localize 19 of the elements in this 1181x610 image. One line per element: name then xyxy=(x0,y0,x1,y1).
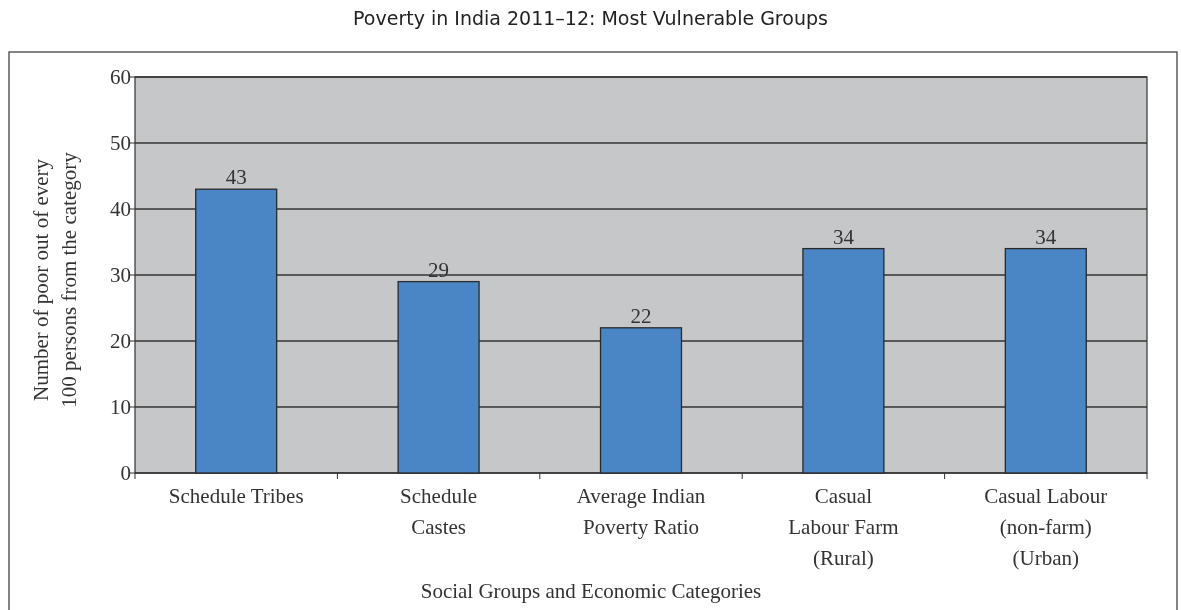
x-tick-label: Casual Labour (non-farm) (Urban) xyxy=(984,484,1108,570)
x-tick-label: Schedule Castes xyxy=(400,484,478,539)
x-tick-label: Schedule Tribes xyxy=(168,484,304,508)
data-label: 34 xyxy=(1035,224,1057,249)
x-tick-label: Casual Labour Farm (Rural) xyxy=(788,484,899,570)
y-tick-label: 40 xyxy=(110,197,131,222)
y-tick-label: 20 xyxy=(110,329,131,354)
x-axis-title: Social Groups and Economic Categories xyxy=(420,579,762,603)
data-label: 22 xyxy=(630,303,652,328)
data-label: 34 xyxy=(832,224,855,249)
y-axis-title: Number of poor out of every 100 persons from the category xyxy=(29,151,81,408)
y-tick-label: 30 xyxy=(110,263,131,288)
y-tick-label: 0 xyxy=(120,461,131,486)
y-tick-label: 60 xyxy=(110,65,131,90)
y-tick-label: 10 xyxy=(110,395,131,420)
y-tick-label: 50 xyxy=(110,131,131,156)
data-label: 43 xyxy=(225,165,247,190)
x-tick-label: Average Indian Poverty Ratio xyxy=(576,484,706,539)
chart-title: Poverty in India 2011–12: Most Vulnerable Groups xyxy=(353,7,828,29)
